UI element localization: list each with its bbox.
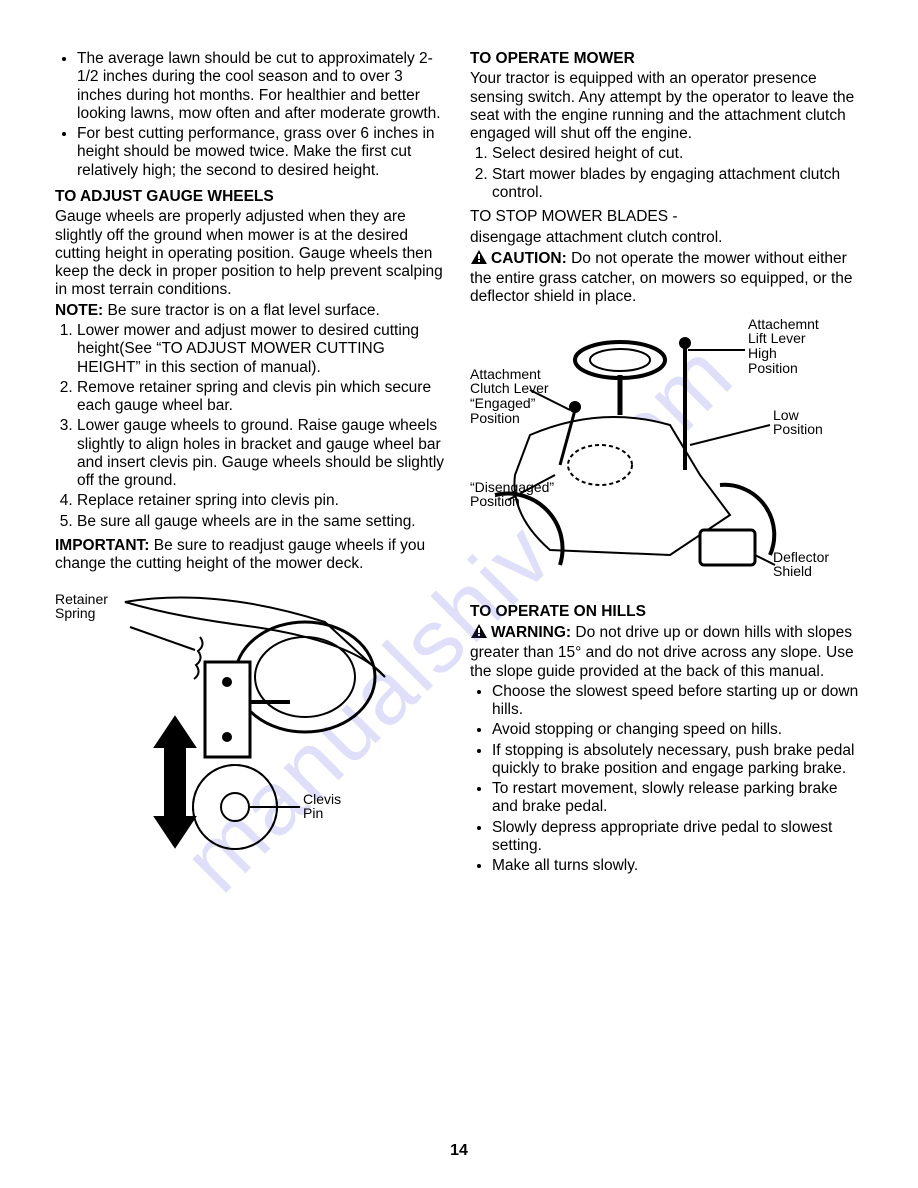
- figure-gauge-wheel: Retainer Spring Clevis Pin: [55, 582, 448, 862]
- heading-operate-hills: TO OPERATE ON HILLS: [470, 603, 863, 621]
- list-item: Replace retainer spring into clevis pin.: [77, 492, 448, 510]
- operate-steps: Select desired height of cut. Start mowe…: [470, 145, 863, 202]
- list-item: For best cutting performance, grass over…: [77, 125, 448, 180]
- warning-triangle-icon: [470, 249, 488, 270]
- important-lead: IMPORTANT:: [55, 537, 149, 554]
- gauge-paragraph: Gauge wheels are properly adjusted when …: [55, 208, 448, 299]
- label-clevis-pin: Clevis Pin: [303, 792, 341, 821]
- list-item: Start mower blades by engaging attachmen…: [492, 166, 863, 203]
- warning-lead: WARNING:: [491, 624, 571, 641]
- left-column: The average lawn should be cut to approx…: [55, 50, 448, 1158]
- label-lift-lever: Attachemnt Lift Lever High Position: [748, 317, 819, 376]
- intro-bullet-list: The average lawn should be cut to approx…: [55, 50, 448, 180]
- caution-lead: CAUTION:: [491, 250, 567, 267]
- warning-block: WARNING: Do not drive up or down hills w…: [470, 623, 863, 681]
- caution-block: CAUTION: Do not operate the mower withou…: [470, 249, 863, 307]
- warning-triangle-icon: [470, 623, 488, 644]
- important-line: IMPORTANT: Be sure to readjust gauge whe…: [55, 537, 448, 574]
- manual-page: manualshive.com The average lawn should …: [0, 0, 918, 1188]
- label-low-position: Low Position: [773, 408, 823, 437]
- figure-tractor: Attachment Clutch Lever “Engaged” Positi…: [470, 315, 863, 595]
- heading-adjust-gauge: TO ADJUST GAUGE WHEELS: [55, 188, 448, 206]
- note-text: Be sure tractor is on a flat level surfa…: [103, 302, 380, 319]
- list-item: Choose the slowest speed before starting…: [492, 683, 863, 720]
- label-deflector: Deflector Shield: [773, 550, 829, 579]
- page-number: 14: [0, 1142, 918, 1160]
- list-item: Make all turns slowly.: [492, 857, 863, 875]
- gauge-steps: Lower mower and adjust mower to desired …: [55, 322, 448, 531]
- list-item: Remove retainer spring and clevis pin wh…: [77, 379, 448, 416]
- list-item: Be sure all gauge wheels are in the same…: [77, 513, 448, 531]
- list-item: If stopping is absolutely necessary, pus…: [492, 742, 863, 779]
- stop-line-1: TO STOP MOWER BLADES -: [470, 208, 863, 226]
- list-item: Lower gauge wheels to ground. Raise gaug…: [77, 417, 448, 490]
- list-item: Select desired height of cut.: [492, 145, 863, 163]
- right-column: TO OPERATE MOWER Your tractor is equippe…: [470, 50, 863, 1158]
- label-clutch-lever: Attachment Clutch Lever “Engaged” Positi…: [470, 367, 549, 426]
- list-item: Slowly depress appropriate drive pedal t…: [492, 819, 863, 856]
- hills-bullet-list: Choose the slowest speed before starting…: [470, 683, 863, 876]
- list-item: Lower mower and adjust mower to desired …: [77, 322, 448, 377]
- note-line: NOTE: Be sure tractor is on a flat level…: [55, 302, 448, 320]
- label-disengaged: “Disengaged” Position: [470, 480, 554, 509]
- label-retainer-spring: Retainer Spring: [55, 592, 108, 621]
- list-item: The average lawn should be cut to approx…: [77, 50, 448, 123]
- heading-operate-mower: TO OPERATE MOWER: [470, 50, 863, 68]
- list-item: To restart movement, slowly release park…: [492, 780, 863, 817]
- operate-paragraph: Your tractor is equipped with an operato…: [470, 70, 863, 143]
- note-lead: NOTE:: [55, 302, 103, 319]
- list-item: Avoid stopping or changing speed on hill…: [492, 721, 863, 739]
- stop-line-2: disengage attachment clutch control.: [470, 229, 863, 247]
